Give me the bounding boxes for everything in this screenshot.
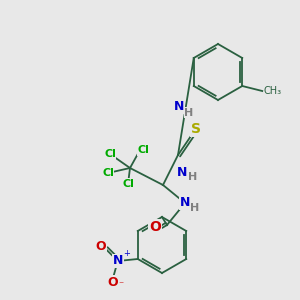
Text: +: +	[123, 250, 130, 259]
Text: N: N	[180, 196, 190, 209]
Text: Cl: Cl	[137, 145, 149, 155]
Text: N: N	[112, 254, 123, 268]
Text: Cl: Cl	[122, 179, 134, 189]
Text: N: N	[177, 166, 188, 178]
Text: Cl: Cl	[104, 149, 116, 159]
Text: ⁻: ⁻	[119, 280, 124, 290]
Text: S: S	[191, 122, 201, 136]
Text: O: O	[107, 275, 118, 289]
Text: CH₃: CH₃	[263, 86, 281, 96]
Text: H: H	[184, 107, 194, 118]
Text: Cl: Cl	[102, 168, 114, 178]
Text: O: O	[149, 220, 161, 234]
Text: H: H	[190, 203, 200, 213]
Text: O: O	[95, 239, 106, 253]
Text: H: H	[188, 172, 197, 182]
Text: N: N	[174, 100, 184, 113]
